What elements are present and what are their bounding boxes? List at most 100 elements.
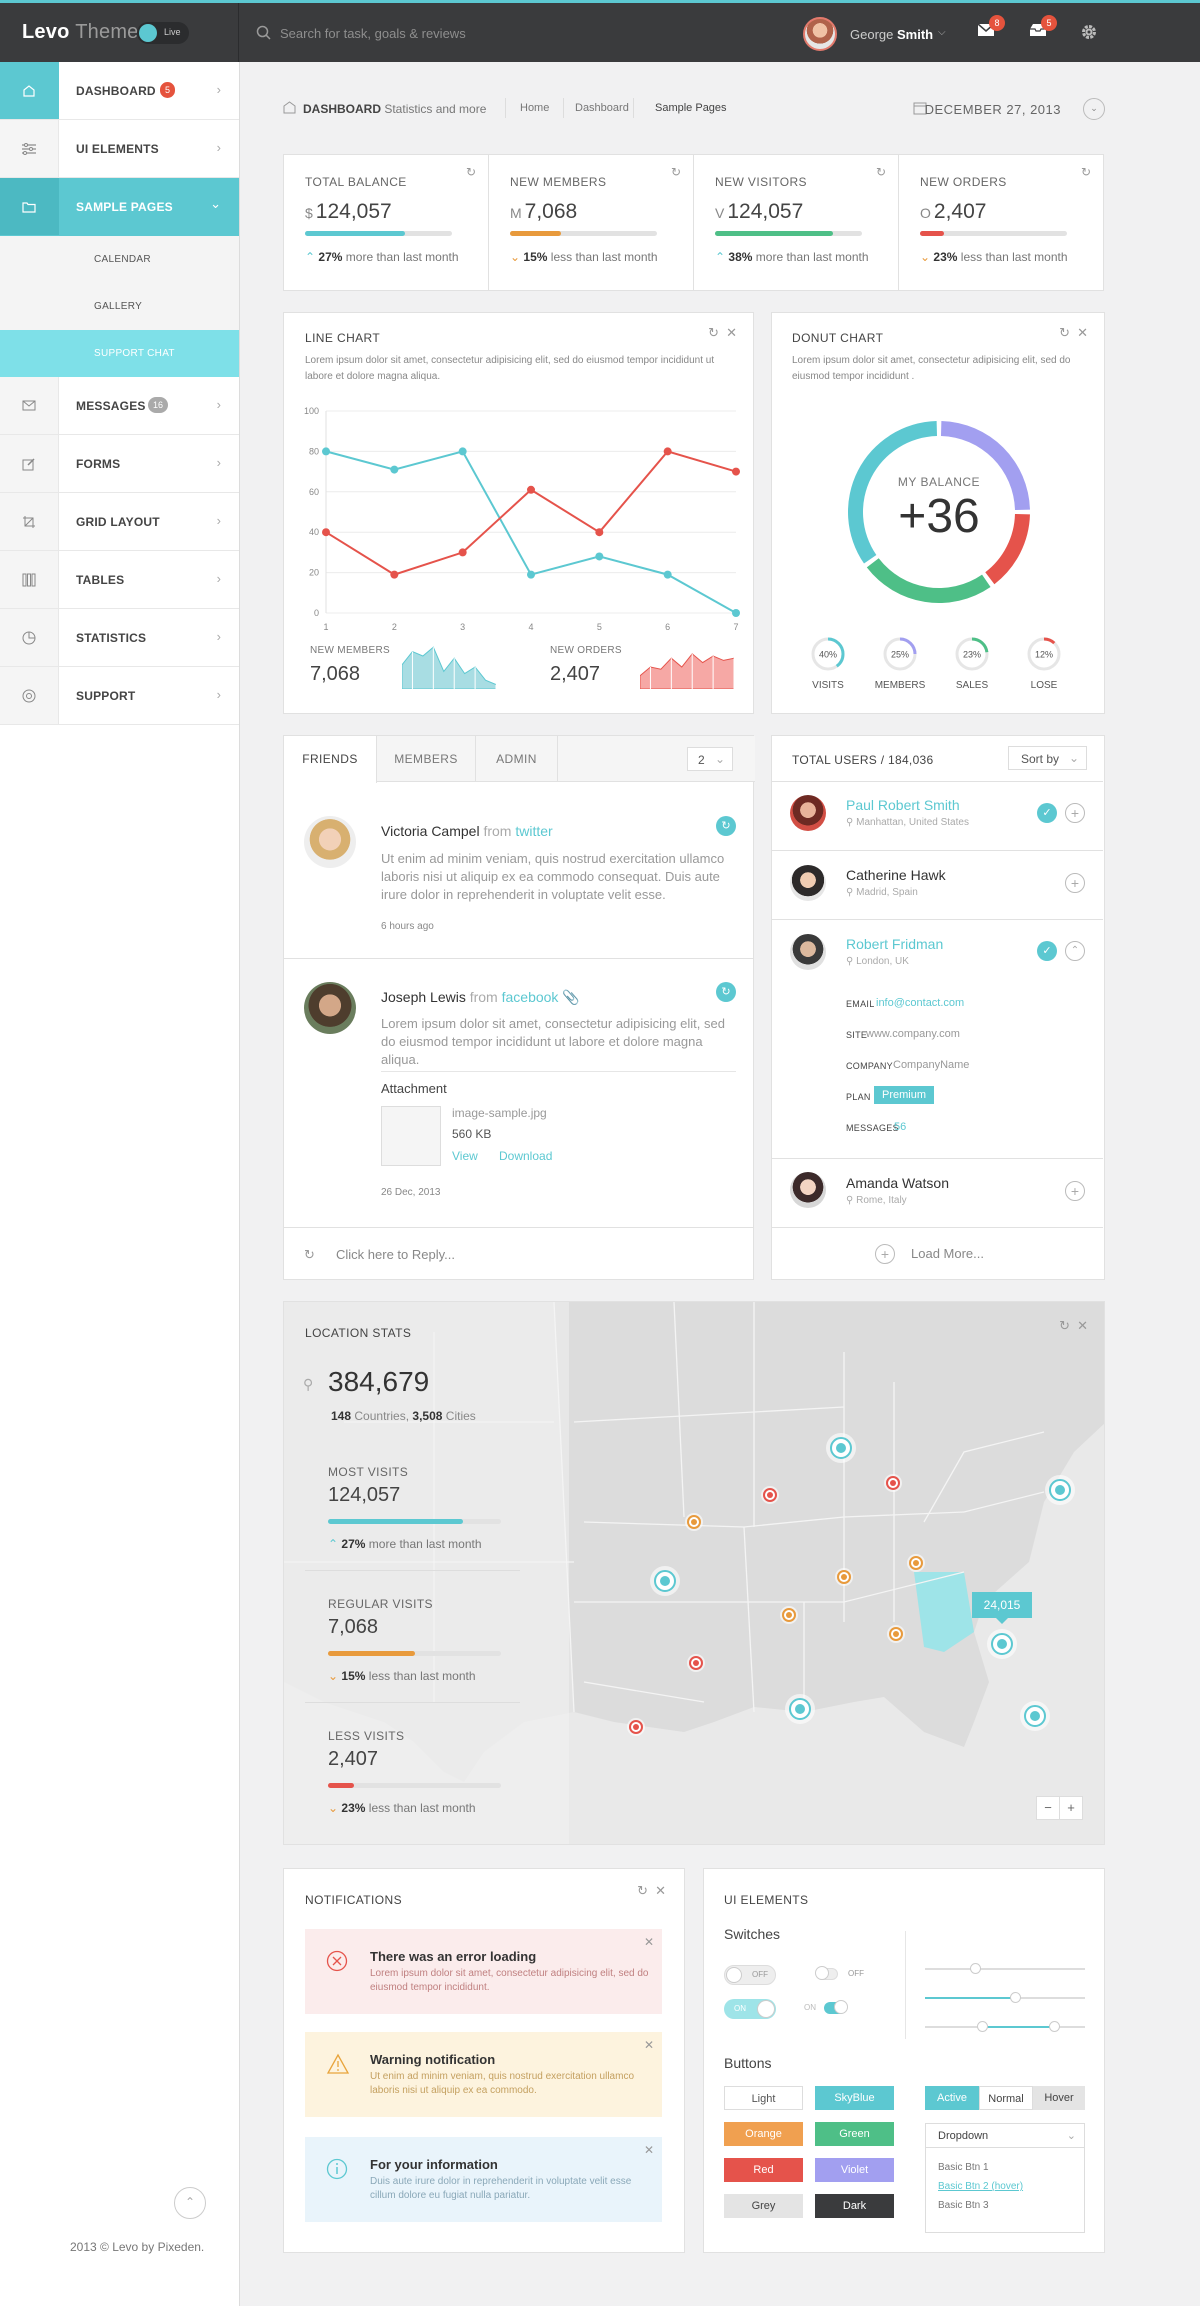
map-pin[interactable] (1049, 1479, 1071, 1501)
user-row-expanded[interactable]: Robert Fridman ⚲ London, UK ✓ ⌃ EMAIL inf… (772, 920, 1103, 1159)
sidebar-item-tables[interactable]: TABLES › (0, 551, 239, 609)
sidebar-subitem-support-chat[interactable]: SUPPORT CHAT (0, 330, 239, 377)
dropdown-option[interactable]: Basic Btn 1 (938, 2162, 989, 2173)
tab-friends[interactable]: FRIENDS (284, 736, 377, 783)
user-row[interactable]: Amanda Watson ⚲ Rome, Italy + (772, 1159, 1103, 1228)
user-name[interactable]: Amanda Watson (846, 1175, 949, 1191)
settings-button[interactable] (1080, 23, 1098, 44)
refresh-icon[interactable]: ↻ (716, 816, 736, 836)
post-author[interactable]: Joseph Lewis (381, 989, 466, 1005)
switch-off-small[interactable]: OFF (815, 1965, 868, 1985)
search-input[interactable] (280, 23, 700, 43)
user-avatar[interactable] (803, 17, 837, 51)
attachment-view-link[interactable]: View (452, 1149, 478, 1163)
close-icon[interactable]: ✕ (1077, 1318, 1088, 1333)
sidebar-item-grid-layout[interactable]: GRID LAYOUT › (0, 493, 239, 551)
avatar[interactable] (790, 1172, 826, 1208)
group-hover-button[interactable]: Hover (1033, 2086, 1085, 2110)
map-pin[interactable] (909, 1556, 923, 1570)
map-pin[interactable] (654, 1570, 676, 1592)
post-source-link[interactable]: facebook (501, 989, 559, 1005)
sidebar-subitem-calendar[interactable]: CALENDAR (94, 254, 151, 265)
user-email[interactable]: info@contact.com (876, 997, 965, 1009)
map-pin[interactable] (629, 1720, 643, 1734)
attachment-thumbnail[interactable] (381, 1106, 441, 1166)
dark-button[interactable]: Dark (815, 2194, 894, 2218)
avatar[interactable] (790, 865, 826, 901)
close-icon[interactable]: ✕ (1077, 325, 1088, 340)
map-pin[interactable] (830, 1437, 852, 1459)
sidebar-item-messages[interactable]: MESSAGES 16 › (0, 377, 239, 435)
zoom-in-button[interactable]: + (1059, 1796, 1083, 1820)
user-row[interactable]: Catherine Hawk ⚲ Madrid, Spain + (772, 851, 1103, 920)
sidebar-subitem-gallery[interactable]: GALLERY (94, 301, 143, 312)
map-pin[interactable] (782, 1608, 796, 1622)
close-icon[interactable]: ✕ (726, 325, 737, 340)
close-icon[interactable]: ✕ (643, 2143, 654, 2157)
dropdown-toggle[interactable]: Dropdown ⌄ (926, 2124, 1084, 2148)
check-icon[interactable]: ✓ (1037, 941, 1057, 961)
refresh-icon[interactable]: ↻ (637, 1883, 648, 1898)
avatar[interactable] (790, 795, 826, 831)
refresh-icon[interactable]: ↻ (1059, 1318, 1070, 1333)
dropdown-option[interactable]: Basic Btn 3 (938, 2200, 989, 2211)
map-pin[interactable] (837, 1570, 851, 1584)
user-name[interactable]: Robert Fridman (846, 936, 944, 952)
sidebar-item-forms[interactable]: FORMS › (0, 435, 239, 493)
red-button[interactable]: Red (724, 2158, 803, 2182)
orange-button[interactable]: Orange (724, 2122, 803, 2146)
map-pin[interactable] (689, 1656, 703, 1670)
switch-on[interactable]: ON (724, 1999, 776, 2019)
check-icon[interactable]: ✓ (1037, 803, 1057, 823)
dropdown-option-hover[interactable]: Basic Btn 2 (hover) (938, 2181, 1024, 2192)
refresh-icon[interactable]: ↻ (708, 325, 719, 340)
live-toggle[interactable]: Live (137, 22, 189, 44)
sidebar-item-ui-elements[interactable]: UI ELEMENTS › (0, 120, 239, 178)
grey-button[interactable]: Grey (724, 2194, 803, 2218)
post-author[interactable]: Victoria Campel (381, 823, 480, 839)
map-pin[interactable] (991, 1633, 1013, 1655)
light-button[interactable]: Light (724, 2086, 803, 2110)
scroll-top-button[interactable]: ⌃ (174, 2187, 206, 2219)
breadcrumb-home[interactable]: Home (520, 102, 550, 114)
map-pin[interactable] (687, 1515, 701, 1529)
attachment-download-link[interactable]: Download (499, 1149, 553, 1163)
user-messages-count[interactable]: 56 (894, 1121, 907, 1133)
switch-on-small[interactable]: ON (804, 1999, 864, 2019)
add-user-button[interactable]: + (1065, 873, 1085, 893)
close-icon[interactable]: ✕ (643, 1935, 654, 1949)
switch-off[interactable]: OFF (724, 1965, 776, 1985)
map-pin[interactable] (789, 1698, 811, 1720)
range-slider[interactable] (925, 2021, 1085, 2032)
sidebar-item-sample-pages[interactable]: SAMPLE PAGES ⌄ (0, 178, 239, 236)
avatar[interactable] (304, 816, 356, 868)
skyblue-button[interactable]: SkyBlue (815, 2086, 894, 2110)
sort-by-dropdown[interactable]: Sort by ⌄ (1008, 746, 1087, 770)
avatar[interactable] (304, 982, 356, 1034)
user-name[interactable]: Catherine Hawk (846, 867, 946, 883)
tab-admin[interactable]: ADMIN (476, 736, 558, 782)
sidebar-item-support[interactable]: SUPPORT › (0, 667, 239, 725)
chevron-down-icon[interactable]: ⌵ (938, 27, 946, 38)
map-pin[interactable] (1024, 1705, 1046, 1727)
mail-button[interactable]: 8 (977, 15, 1005, 40)
add-user-button[interactable]: + (1065, 1181, 1085, 1201)
group-normal-button[interactable]: Normal (979, 2086, 1033, 2110)
close-icon[interactable]: ✕ (655, 1883, 666, 1898)
user-name[interactable]: Paul Robert Smith (846, 797, 960, 813)
refresh-icon[interactable]: ↻ (875, 165, 886, 179)
avatar[interactable] (790, 934, 826, 970)
load-more-icon[interactable]: + (875, 1244, 895, 1264)
load-more-button[interactable]: Load More... (911, 1246, 984, 1261)
refresh-icon[interactable]: ↻ (716, 982, 736, 1002)
add-user-button[interactable]: + (1065, 803, 1085, 823)
date-dropdown-button[interactable]: ⌄ (1083, 98, 1105, 120)
breadcrumb-dashboard[interactable]: Dashboard (575, 102, 629, 114)
inbox-button[interactable]: 5 (1029, 15, 1057, 40)
slider[interactable] (925, 1992, 1085, 2003)
reply-input[interactable]: Click here to Reply... (336, 1247, 455, 1262)
map-pin[interactable] (886, 1476, 900, 1490)
refresh-icon[interactable]: ↻ (1080, 165, 1091, 179)
close-icon[interactable]: ✕ (643, 2038, 654, 2052)
refresh-icon[interactable]: ↻ (465, 165, 476, 179)
